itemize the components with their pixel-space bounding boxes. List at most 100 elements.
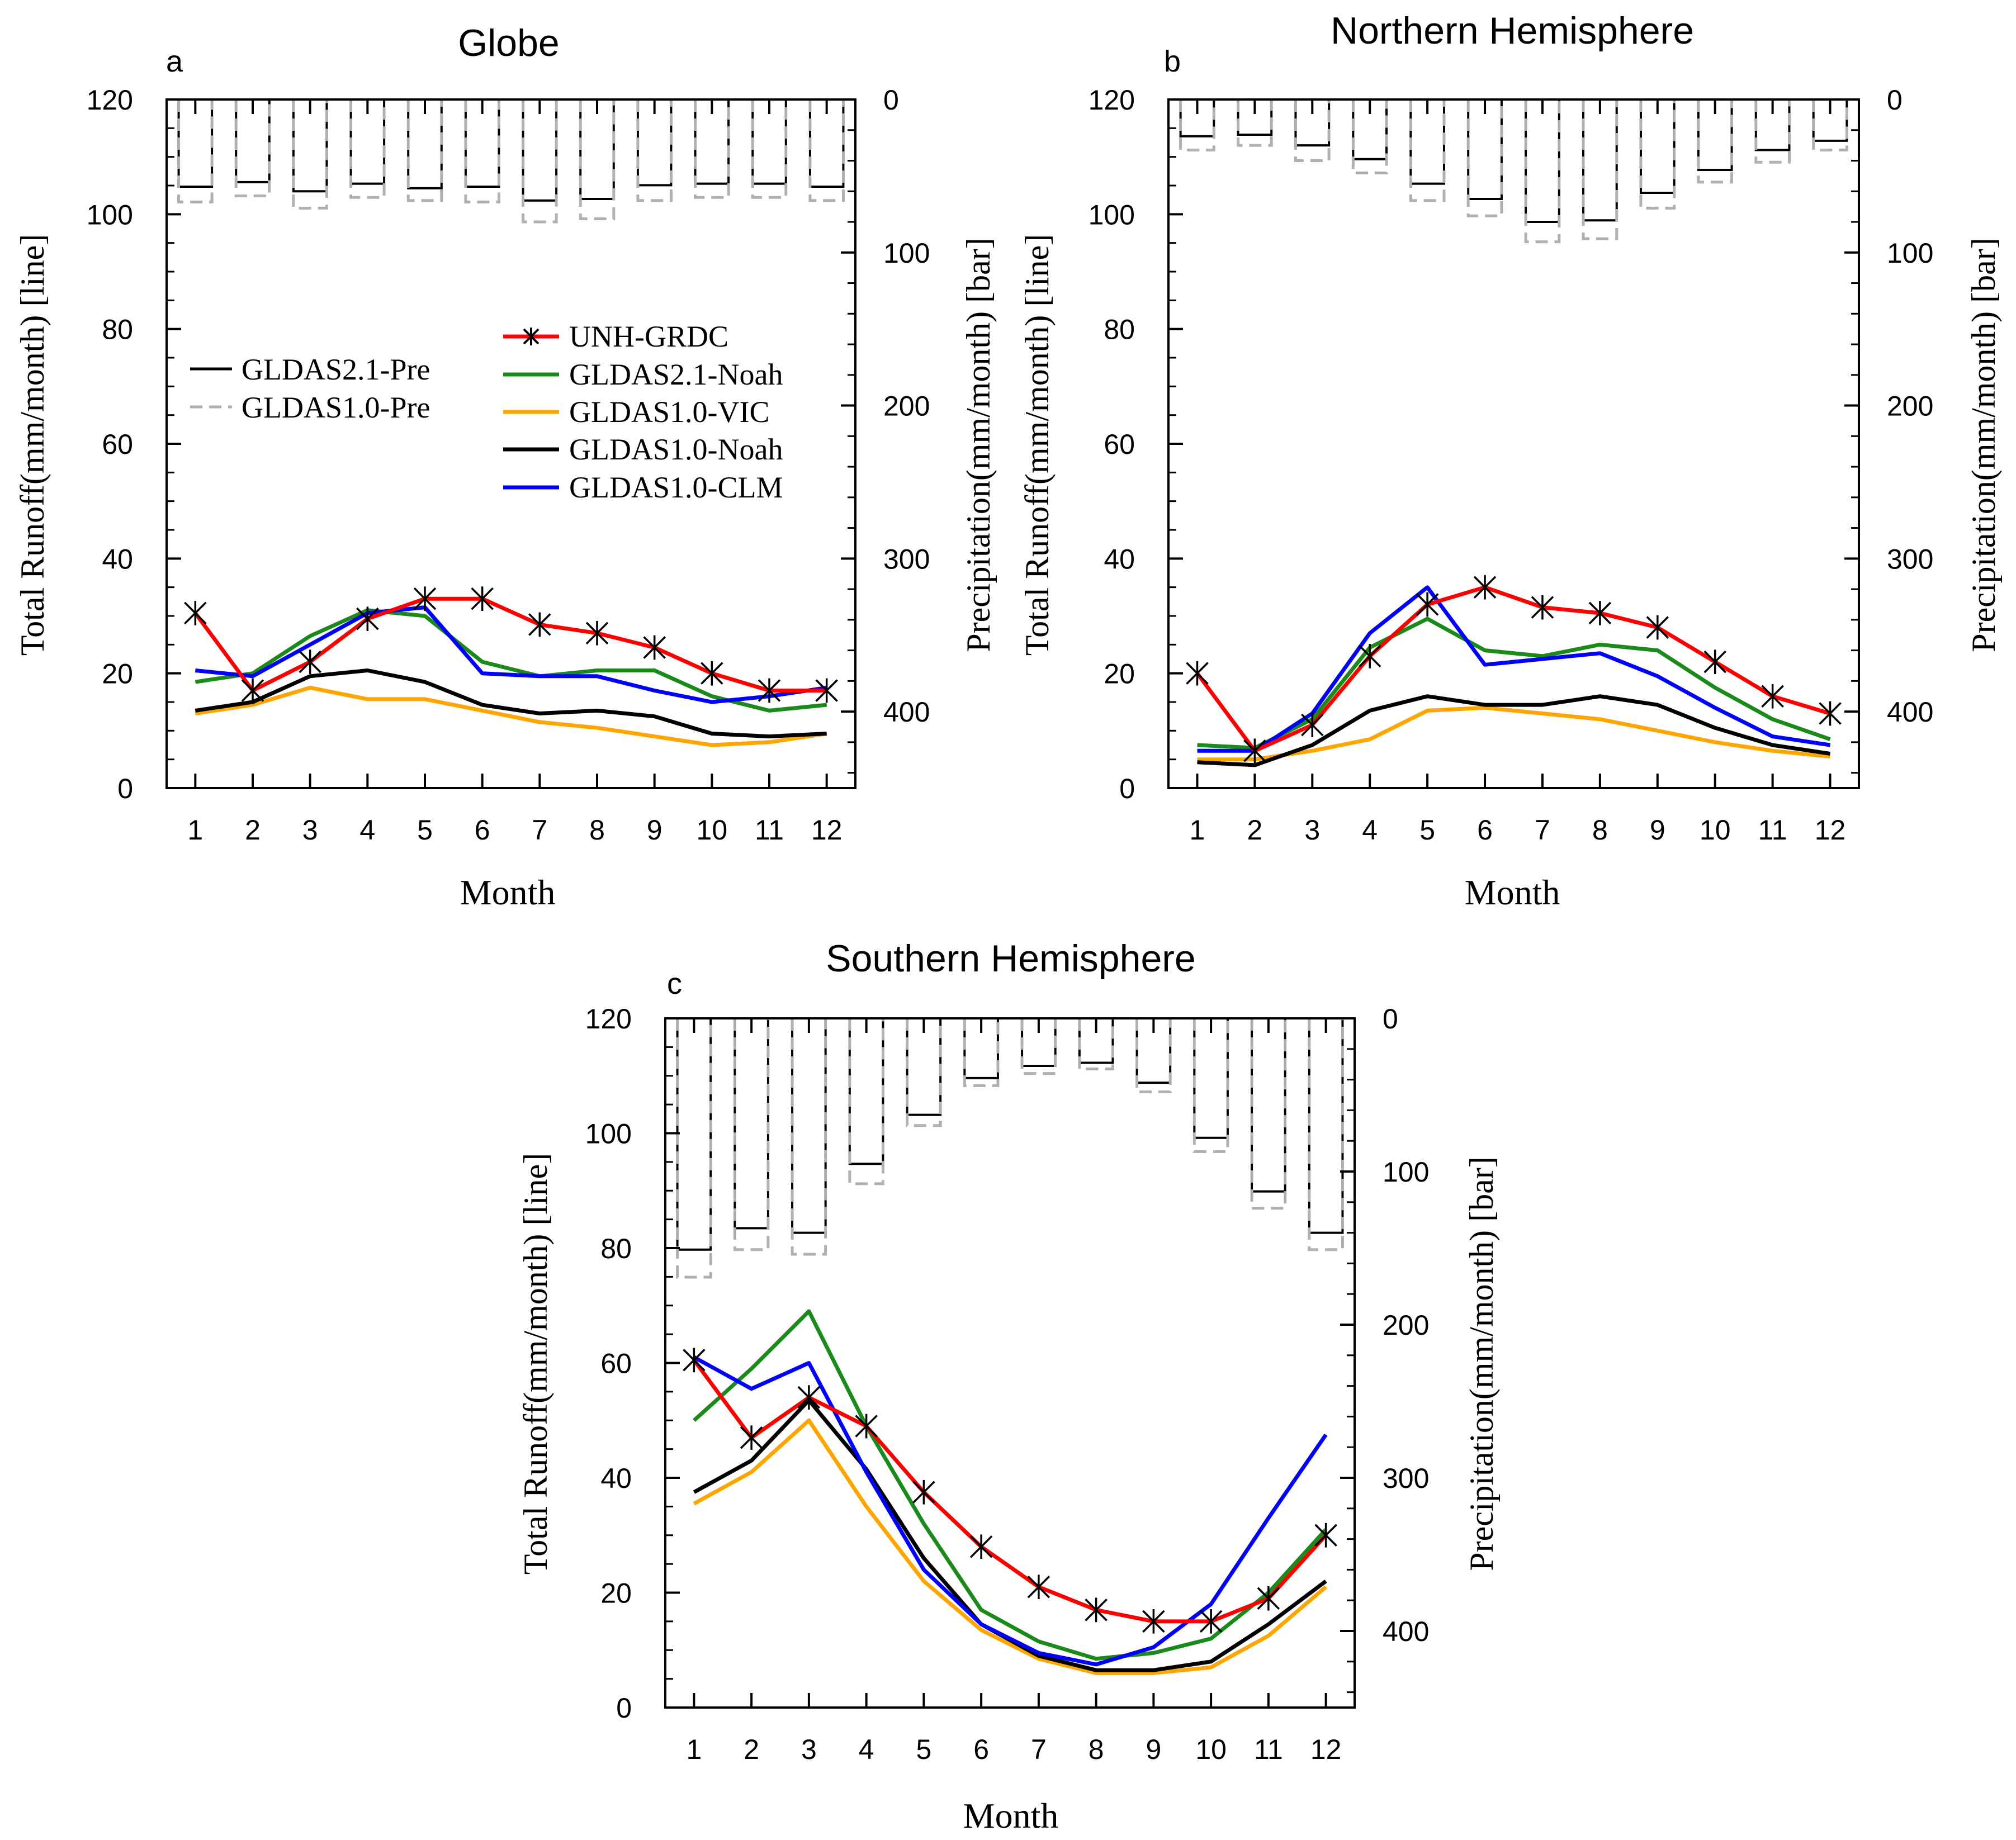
panel-c-y2tick-label-200: 200 [1383,1310,1429,1341]
panel-b-xtick-label-11: 11 [1758,814,1787,846]
panel-b-xtick-label-1: 1 [1190,814,1205,846]
panel-a-lines [193,596,827,747]
panel-a-xtick-label-8: 8 [589,814,605,846]
panel-c-marker-unh-grdc-3 [797,1385,821,1410]
panel-b-xtick-label-3: 3 [1304,814,1320,846]
panel-b-bars [1179,99,1848,244]
legend-item-unh-grdc: UNH-GRDC [503,320,728,353]
panel-a-bar-gldas1-0-pre-6 [464,99,500,203]
panel-b-y2tick-label-400: 400 [1887,696,1933,728]
panel-a-xtick-label-12: 12 [811,814,843,846]
panel-c-bar-gldas2-1-pre-9 [1135,1018,1172,1084]
panel-c-ytick-label-60: 60 [600,1348,632,1379]
panel-c-line-gldas1-0-vic [693,1418,1327,1675]
panel-c-xtick-label-11: 11 [1254,1734,1283,1765]
panel-b-ytick-label-60: 60 [1104,429,1135,460]
panel-c-ytick-label-20: 20 [600,1578,632,1609]
panel-a-y2tick-label-200: 200 [883,391,930,422]
panel-a-xtick-label-1: 1 [187,814,203,846]
panel-b-ytick-label-40: 40 [1104,543,1135,575]
panel-b-line-gldas2-1-noah [1197,617,1831,750]
legend-item-gldas10-noah: GLDAS1.0-Noah [503,433,783,466]
panel-b-bar-gldas1-0-pre-1 [1179,99,1215,151]
panel-a-line-gldas1-0-clm [195,605,827,704]
legend-label-gldas21-pre: GLDAS2.1-Pre [242,353,430,386]
panel-b-ylabel: Total Runoff(mm/month) [line] [1019,234,1056,656]
panel-b-xtick-label-2: 2 [1247,814,1262,846]
panel-a-y2tick-label-0: 0 [883,84,899,116]
panel-c-xtick-label-5: 5 [916,1734,931,1765]
panel-b-y2tick-label-0: 0 [1887,84,1903,116]
panel-c-bar-gldas1-0-pre-3 [791,1018,827,1256]
panel-a-marker-unh-grdc-2 [241,678,264,703]
panel-a-bar-gldas1-0-pre-4 [349,99,386,199]
panel-a-xlabel: Month [460,872,556,912]
panel-a-bar-gldas1-0-pre-7 [522,99,558,224]
legend-label-gldas10-noah: GLDAS1.0-Noah [569,433,783,466]
panel-a-marker-unh-grdc-6 [471,586,494,611]
panel-a-bar-gldas1-0-pre-3 [292,99,328,210]
panel-a-xtick-label-6: 6 [475,814,490,846]
panel-b-bar-gldas1-0-pre-3 [1294,99,1331,163]
panel-c-y2tick-label-0: 0 [1383,1003,1398,1035]
legend-marker-unh-grdc [523,328,540,345]
panel-a: Globe a Month Total Runoff(mm/month) [li… [14,22,997,912]
panel-a-bars [177,99,845,224]
panel-a-xtick-label-9: 9 [647,814,662,846]
panel-c-xtick-label-4: 4 [859,1734,874,1765]
panel-c-marker-unh-grdc-12 [1314,1523,1337,1548]
panel-b-marker-unh-grdc-8 [1588,601,1612,625]
panel-b-bar-gldas1-0-pre-6 [1466,99,1503,217]
panel-a-ytick-label-40: 40 [102,543,133,575]
panel-c-xtick-label-6: 6 [973,1734,989,1765]
panel-c-bars [676,1018,1344,1279]
panel-c-ytick-label-100: 100 [585,1118,632,1150]
legend-item-gldas21-noah: GLDAS2.1-Noah [503,358,783,391]
panel-a-marker-unh-grdc-11 [758,678,781,703]
panel-c-xtick-label-12: 12 [1310,1734,1342,1765]
legend-item-gldas10-vic: GLDAS1.0-VIC [503,395,770,429]
panel-a-bar-gldas1-0-pre-10 [694,99,730,199]
legend-label-gldas10-clm: GLDAS1.0-CLM [569,471,783,504]
panel-a-y2tick-label-100: 100 [883,238,930,269]
panel-b-xtick-label-8: 8 [1592,814,1608,846]
panel-a-y2tick-label-400: 400 [883,696,930,728]
panel-a-ytick-label-20: 20 [102,658,133,690]
panel-c-marker-unh-grdc-6 [969,1534,993,1559]
panel-b-marker-unh-grdc-3 [1301,713,1324,737]
panel-a-ytick-label-120: 120 [87,84,133,116]
panel-c-bar-gldas1-0-pre-7 [1020,1018,1057,1075]
panel-b-y2tick-label-200: 200 [1887,391,1933,422]
panel-a-marker-unh-grdc-12 [815,678,838,703]
panel-c-marker-unh-grdc-7 [1027,1575,1050,1600]
panel-a-markers [184,586,838,703]
panel-b-xtick-label-10: 10 [1700,814,1731,846]
legend-item-gldas10-clm: GLDAS1.0-CLM [503,471,783,504]
panel-a-y2label: Precipitation(mm/month) [bar] [960,238,997,652]
panel-b-xtick-label-5: 5 [1419,814,1435,846]
panel-c-xtick-label-3: 3 [801,1734,817,1765]
panel-b-marker-unh-grdc-7 [1531,595,1554,620]
panel-b-marker-unh-grdc-6 [1473,575,1497,600]
panel-a-marker-unh-grdc-8 [585,620,609,646]
panel-b-y2label: Precipitation(mm/month) [bar] [1965,238,2002,652]
panel-c-xtick-label-10: 10 [1195,1734,1227,1765]
panel-c-ylabel: Total Runoff(mm/month) [line] [517,1153,554,1575]
panel-c-marker-unh-grdc-1 [683,1348,706,1373]
panel-a-line-unh-grdc [193,596,827,693]
panel-b-lines [1195,585,1831,767]
panel-c-bar-gldas1-0-pre-1 [676,1018,712,1279]
panel-c-xtick-label-1: 1 [686,1734,702,1765]
panel-b-marker-unh-grdc-9 [1646,615,1669,640]
panel-a-xtick-label-5: 5 [417,814,433,846]
panel-c-markers [683,1348,1337,1634]
panel-a-ytick-label-80: 80 [102,314,133,345]
panel-a-bar-gldas2-1-pre-7 [522,99,558,202]
panel-b-ytick-label-120: 120 [1089,84,1135,116]
panel-b-marker-unh-grdc-2 [1243,738,1266,763]
panel-a-bar-gldas1-0-pre-1 [177,99,214,203]
